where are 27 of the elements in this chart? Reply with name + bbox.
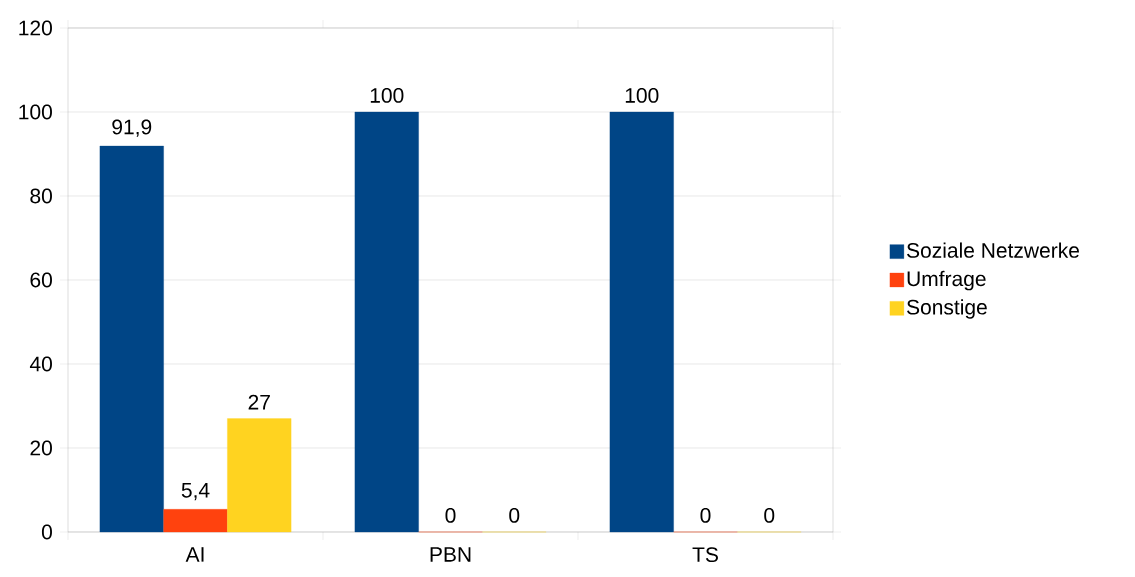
x-tick-label: TS: [692, 547, 718, 563]
y-tick-label: 0: [41, 524, 52, 540]
data-label: 0: [700, 507, 711, 523]
y-tick-label: 60: [30, 272, 52, 288]
y-tick-label: 100: [19, 104, 52, 120]
data-label: 27: [248, 394, 270, 410]
legend-label: Soziale Netzwerke: [907, 242, 1079, 258]
bar: [99, 145, 164, 533]
data-label: 5,4: [181, 483, 210, 501]
data-label: 91,9: [112, 119, 152, 137]
y-tick-label: 80: [30, 188, 52, 204]
data-label: 0: [445, 507, 456, 523]
x-tick-label: PBN: [430, 547, 471, 562]
y-tick-label: 20: [30, 440, 52, 456]
legend-label: Umfrage: [907, 270, 986, 291]
data-label: 0: [509, 507, 520, 523]
y-tick-label: 40: [29, 356, 52, 372]
bar: [609, 111, 674, 533]
x-tick-label: AI: [185, 547, 204, 562]
data-label: 0: [764, 507, 775, 523]
bar: [227, 418, 292, 533]
data-label: 100: [625, 87, 659, 103]
data-label: 100: [370, 87, 404, 103]
legend-label: Sonstige: [907, 299, 987, 319]
y-tick-label: 120: [19, 20, 52, 36]
bar: [354, 111, 419, 533]
bar: [163, 509, 228, 533]
